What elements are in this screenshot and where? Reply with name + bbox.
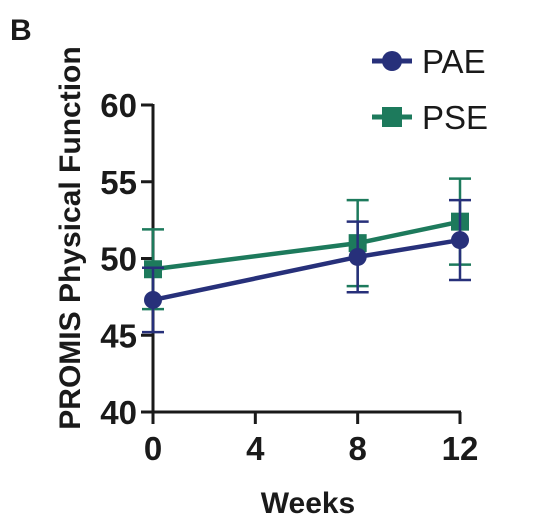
panel-label: B	[10, 14, 32, 47]
series-pse	[142, 177, 471, 311]
data-point	[451, 231, 469, 250]
y-tick-label: 45	[100, 317, 137, 354]
legend-item-pse: PSE	[372, 99, 488, 136]
x-tick-label: 0	[144, 430, 162, 467]
x-tick-label: 12	[442, 430, 479, 467]
legend-marker	[382, 51, 402, 71]
series-layer	[142, 177, 471, 334]
y-tick-label: 40	[100, 394, 137, 431]
y-tick-label: 50	[100, 241, 137, 278]
data-point	[144, 290, 162, 309]
x-tick-label: 8	[348, 430, 366, 467]
y-tick-label: 60	[100, 87, 137, 124]
x-axis-title: Weeks	[261, 487, 356, 520]
data-point	[348, 247, 367, 266]
x-tick-label: 4	[246, 430, 265, 467]
legend: PAE PSE	[372, 43, 488, 136]
axes: 40 45 50 55 60 0 4 8 12	[100, 87, 478, 467]
y-ticks: 40 45 50 55 60	[100, 87, 153, 431]
legend-item-pae: PAE	[372, 43, 486, 80]
y-tick-label: 55	[100, 164, 137, 201]
x-ticks: 0 4 8 12	[144, 412, 479, 467]
legend-label: PSE	[422, 99, 488, 136]
series-pae	[142, 198, 471, 334]
y-axis-title: PROMIS Physical Function	[54, 46, 87, 429]
legend-label: PAE	[422, 43, 486, 80]
legend-marker	[382, 107, 402, 127]
